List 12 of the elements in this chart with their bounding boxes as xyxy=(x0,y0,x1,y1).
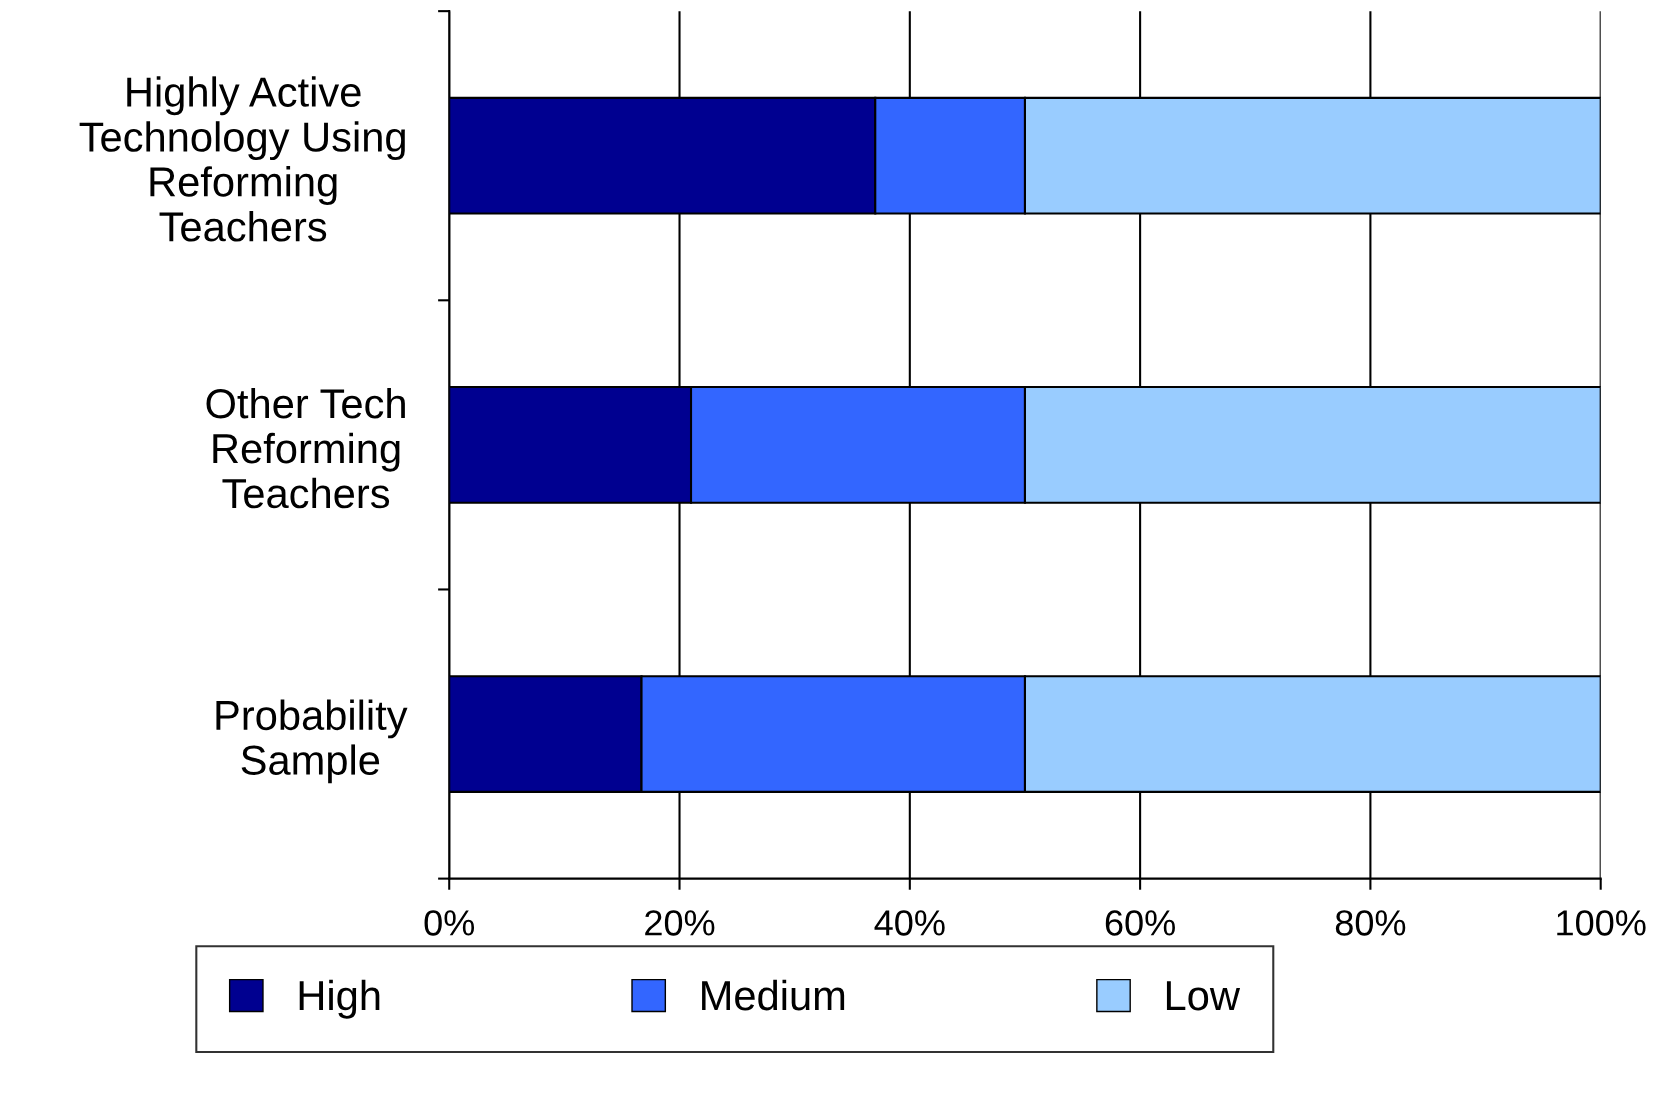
x-tick-label: 80% xyxy=(1335,910,1406,936)
x-tick-label: 60% xyxy=(1105,910,1175,936)
x-tick-label: 0% xyxy=(424,910,475,936)
x-tick-label: 100% xyxy=(1557,910,1646,936)
legend-label: Medium xyxy=(702,979,845,1011)
y-tick-label: Probability Sample xyxy=(216,699,408,784)
x-tick-label: 40% xyxy=(874,910,945,936)
legend-label: Low xyxy=(1166,981,1241,1011)
y-tick-label: Other Tech Reforming Teachers xyxy=(206,387,405,509)
legend-label: High xyxy=(299,979,380,1019)
y-tick-label: Highly Active Technology Using Reforming Teachers xyxy=(79,76,405,242)
x-tick-label: 20% xyxy=(645,910,715,936)
